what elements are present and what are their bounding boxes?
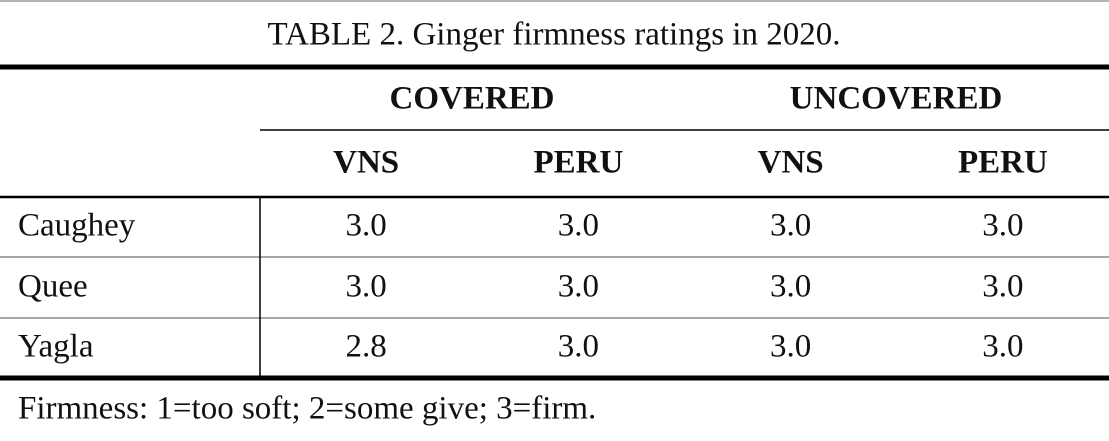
- row-label: Yagla: [18, 329, 94, 365]
- cell: 3.0: [558, 269, 599, 305]
- cell: 3.0: [982, 269, 1023, 305]
- column-header: VNS: [758, 145, 824, 181]
- cell: 3.0: [770, 329, 811, 365]
- cell: 3.0: [558, 329, 599, 365]
- group-header: UNCOVERED: [790, 81, 1003, 117]
- cell: 3.0: [558, 208, 599, 244]
- cell: 3.0: [982, 329, 1023, 365]
- cell: 3.0: [770, 208, 811, 244]
- row-label: Quee: [18, 269, 88, 305]
- group-header: COVERED: [389, 81, 554, 117]
- table-title: TABLE 2. Ginger firmness ratings in 2020…: [268, 17, 841, 53]
- row-label: Caughey: [18, 208, 136, 244]
- cell: 2.8: [346, 329, 387, 365]
- column-header: PERU: [958, 145, 1048, 181]
- cell: 3.0: [346, 269, 387, 305]
- footnote: Firmness: 1=too soft; 2=some give; 3=fir…: [18, 391, 596, 427]
- column-header: VNS: [333, 145, 399, 181]
- cell: 3.0: [770, 269, 811, 305]
- cell: 3.0: [346, 208, 387, 244]
- cell: 3.0: [982, 208, 1023, 244]
- column-header: PERU: [533, 145, 623, 181]
